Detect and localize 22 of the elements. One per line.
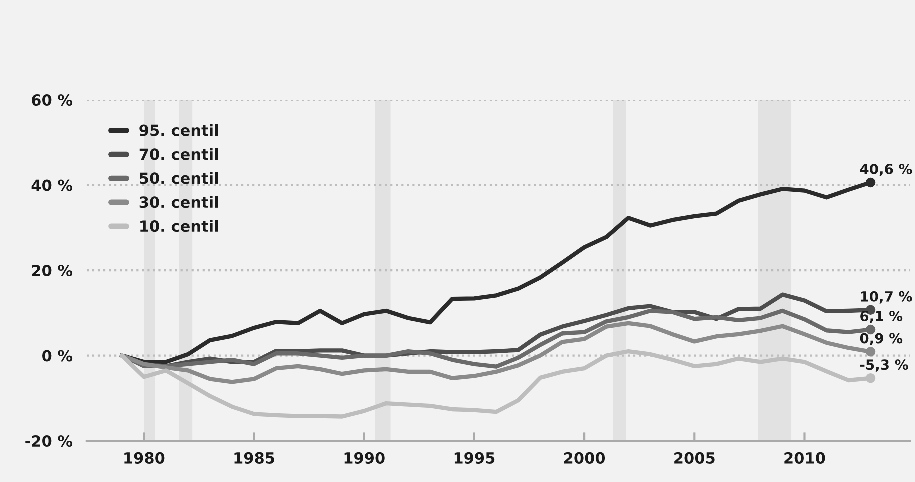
y-tick-label: -20 % — [26, 435, 73, 448]
x-tick-label: 1990 — [344, 452, 385, 464]
y-tick-label: 40 % — [32, 180, 73, 192]
data-label: 10,7 % — [861, 291, 912, 304]
data-label: -5,3 % — [860, 360, 908, 372]
y-tick-label: 60 % — [32, 94, 73, 106]
data-label: 0,9 % — [860, 333, 903, 346]
x-tick-label: 1980 — [124, 452, 165, 464]
y-tick-label: 20 % — [32, 264, 73, 277]
legend-label: 30. centil — [140, 196, 218, 208]
legend-label: 10. centil — [140, 220, 218, 232]
x-tick-label: 2000 — [564, 452, 606, 464]
x-tick-label: 2005 — [674, 452, 715, 464]
legend-label: 50. centil — [140, 172, 218, 184]
x-tick-label: 1995 — [454, 452, 495, 464]
legend-label: 95. centil — [140, 124, 218, 136]
y-tick-label: 0 % — [42, 350, 73, 362]
legend-label: 70. centil — [140, 148, 218, 160]
x-tick-label: 2010 — [784, 452, 826, 464]
x-tick-label: 1985 — [234, 452, 274, 464]
data-label: 6,1 % — [860, 311, 903, 324]
data-label: 40,6 % — [860, 164, 912, 176]
